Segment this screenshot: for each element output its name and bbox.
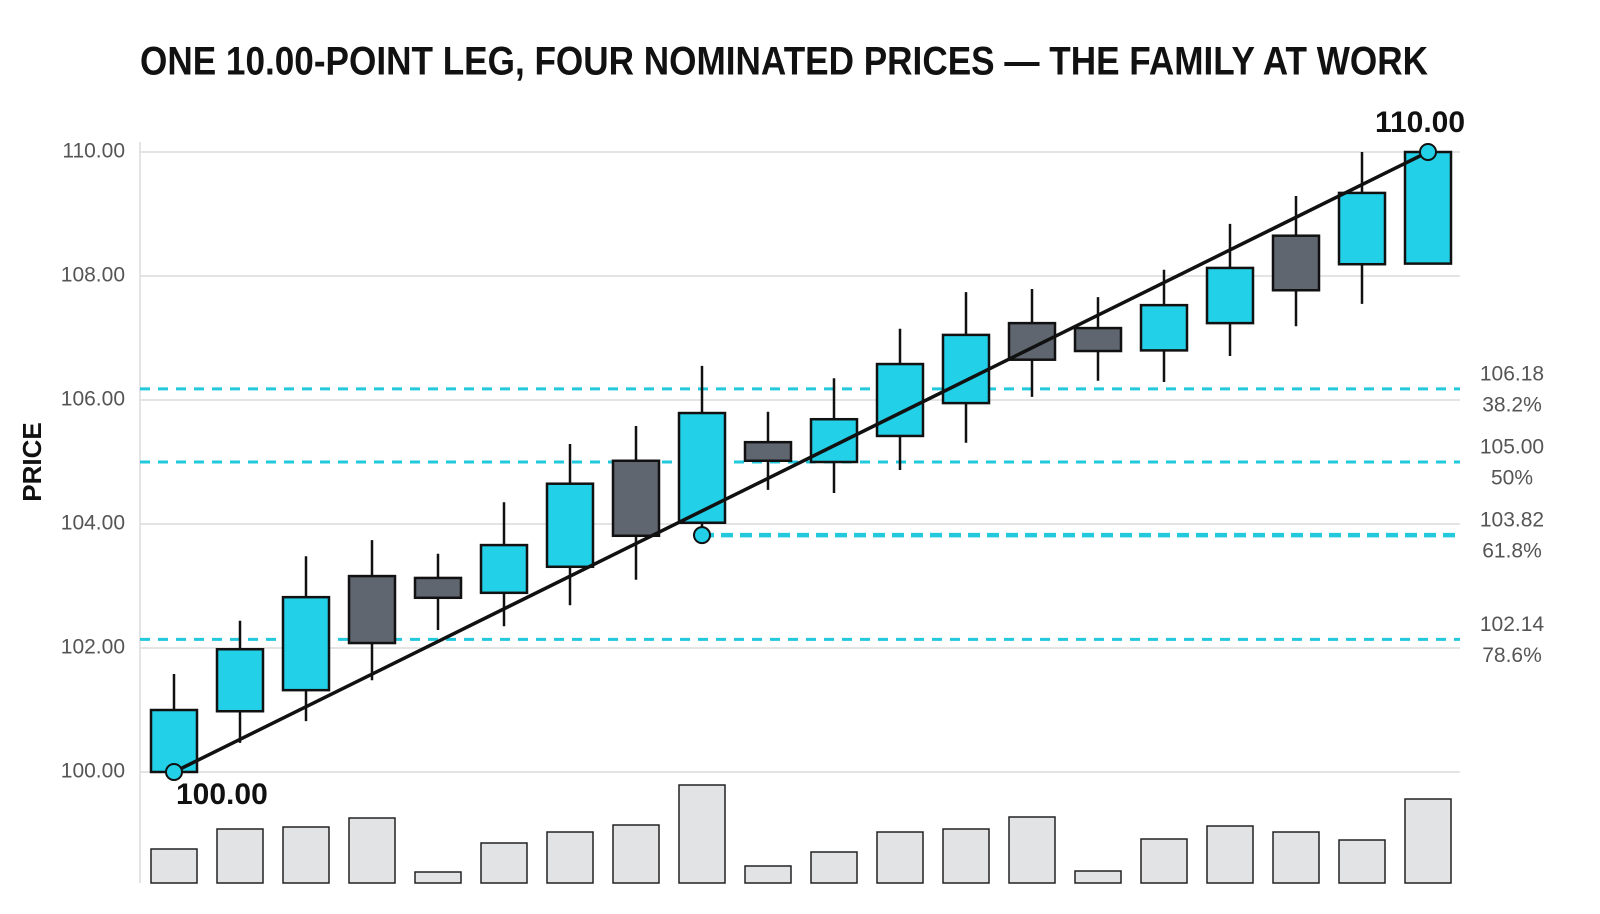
y-tick-label: 100.00 xyxy=(61,760,125,783)
level-value-label: 102.14 xyxy=(1480,613,1545,636)
level-ratio-label: 38.2% xyxy=(1482,393,1542,416)
candle-body xyxy=(1403,150,1453,265)
volume-bar xyxy=(1140,838,1188,884)
candle-body xyxy=(1073,326,1123,353)
volume-bar xyxy=(480,842,528,884)
volume-bar xyxy=(1272,831,1320,884)
volume-bar xyxy=(876,831,924,884)
volume-bar xyxy=(546,831,594,884)
candle-body xyxy=(413,576,463,600)
anchor-label: 100.00 xyxy=(176,778,268,811)
level-value-label: 103.82 xyxy=(1480,509,1544,532)
level-value-label: 105.00 xyxy=(1480,436,1544,459)
level-value-label: 106.18 xyxy=(1480,362,1544,385)
candle-body xyxy=(941,333,991,405)
y-tick-label: 104.00 xyxy=(61,512,125,535)
y-tick-label: 108.00 xyxy=(61,264,125,287)
level-ratio-label: 61.8% xyxy=(1482,540,1542,563)
candle-body xyxy=(677,411,727,525)
level-ratio-label: 78.6% xyxy=(1482,644,1542,667)
candle-body xyxy=(281,595,331,692)
candle-body xyxy=(1139,303,1189,352)
candle-body xyxy=(743,440,793,463)
volume-bar xyxy=(612,824,660,884)
candle-body xyxy=(875,362,925,438)
volume-bar xyxy=(1338,839,1386,884)
anchor-point xyxy=(165,763,183,781)
candle-body xyxy=(611,459,661,538)
chart-title: ONE 10.00-POINT LEG, FOUR NOMINATED PRIC… xyxy=(140,40,1428,84)
volume-bar xyxy=(810,851,858,884)
volume-bar xyxy=(150,848,198,884)
candle-body xyxy=(479,543,529,595)
volume-bar xyxy=(1008,816,1056,884)
volume-bar xyxy=(216,828,264,884)
volume-bar xyxy=(744,865,792,884)
candle-body xyxy=(1337,191,1387,266)
anchor-point xyxy=(1419,143,1437,161)
candle-body xyxy=(215,647,265,713)
anchor-point xyxy=(693,526,711,545)
volume-bar xyxy=(414,871,462,884)
volume-bar xyxy=(1206,825,1254,884)
volume-bar xyxy=(1074,870,1122,884)
y-tick-label: 102.00 xyxy=(61,636,125,659)
candle-body xyxy=(149,708,199,774)
anchor-label: 110.00 xyxy=(1375,106,1465,139)
candle-body xyxy=(1205,266,1255,325)
y-tick-label: 106.00 xyxy=(61,388,125,411)
volume-bar xyxy=(1404,798,1452,884)
candle-body xyxy=(347,574,397,645)
candle-body xyxy=(545,482,595,569)
trend-line xyxy=(173,150,1429,774)
volume-bar xyxy=(282,826,330,884)
volume-bar xyxy=(348,817,396,884)
y-axis-label: PRICE xyxy=(17,422,47,501)
y-tick-label: 110.00 xyxy=(62,140,125,163)
candle-body xyxy=(1271,234,1321,292)
volume-bar xyxy=(678,784,726,884)
volume-bar xyxy=(942,828,990,884)
level-ratio-label: 50% xyxy=(1491,467,1533,490)
